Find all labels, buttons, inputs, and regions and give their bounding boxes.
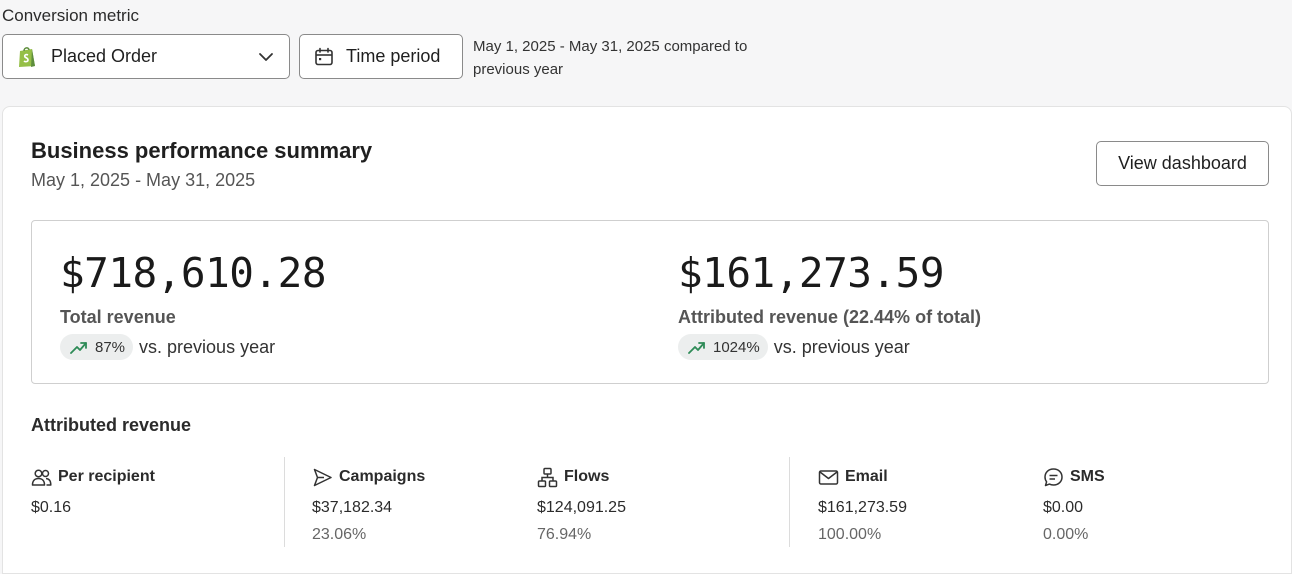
- trend-up-icon: [688, 342, 705, 354]
- conversion-metric-label: Conversion metric: [2, 6, 139, 25]
- trend-up-icon: [70, 342, 87, 354]
- card-date-range: May 1, 2025 - May 31, 2025: [31, 170, 256, 190]
- metric-value: $37,182.34: [312, 499, 393, 516]
- time-period-label: Time period: [346, 46, 441, 66]
- divider: [789, 457, 790, 547]
- view-dashboard-button[interactable]: View dashboard: [1096, 141, 1269, 186]
- attributed-revenue-stat: $161,273.59 Attributed revenue (22.44% o…: [678, 249, 981, 360]
- calendar-icon: [315, 47, 333, 65]
- metric-sms: SMS $0.00 0.00%: [1043, 465, 1105, 544]
- date-range-note: May 1, 2025 - May 31, 2025 compared to p…: [473, 38, 748, 78]
- metric-per-recipient: Per recipient $0.16: [31, 465, 155, 517]
- total-revenue-trend: 87% vs. previous year: [60, 334, 326, 360]
- metric-flows: Flows $124,091.25 76.94%: [537, 465, 626, 544]
- total-revenue-value: $718,610.28: [60, 249, 327, 297]
- metric-value: $161,273.59: [818, 499, 907, 516]
- trend-comparison-text: vs. previous year: [773, 336, 910, 357]
- total-revenue-stat: $718,610.28 Total revenue 87% vs. previo…: [60, 249, 327, 360]
- metric-percent: 76.94%: [537, 526, 592, 543]
- metric-label: Email: [845, 468, 888, 485]
- people-icon: [31, 468, 52, 486]
- conversion-metric-select[interactable]: Placed Order: [2, 34, 290, 79]
- metric-label: Flows: [564, 468, 610, 485]
- filter-bar: Conversion metric Placed Order Time peri…: [0, 0, 1292, 106]
- shopify-icon: [19, 46, 35, 67]
- attributed-revenue-label: Attributed revenue (22.44% of total): [678, 307, 982, 327]
- flow-icon: [537, 467, 558, 487]
- card-title: Business performance summary: [31, 138, 373, 163]
- metric-label: SMS: [1070, 468, 1105, 485]
- metric-label: Campaigns: [339, 468, 426, 485]
- trend-badge: 1024%: [678, 334, 768, 360]
- metric-percent: 23.06%: [312, 526, 367, 543]
- attributed-revenue-trend: 1024% vs. previous year: [678, 334, 981, 360]
- metric-label: Per recipient: [58, 468, 155, 485]
- sms-icon: [1044, 467, 1063, 486]
- mail-icon: [818, 469, 839, 485]
- business-performance-card: Business performance summary May 1, 2025…: [2, 106, 1292, 574]
- revenue-summary-box: $718,610.28 Total revenue 87% vs. previo…: [31, 220, 1269, 384]
- metric-value: $0.00: [1043, 499, 1084, 516]
- time-period-button[interactable]: Time period: [299, 34, 463, 79]
- metric-campaigns: Campaigns $37,182.34 23.06%: [312, 465, 425, 544]
- metric-percent: 100.00%: [818, 526, 882, 543]
- metric-value: $0.16: [31, 499, 72, 516]
- trend-comparison-text: vs. previous year: [139, 336, 276, 357]
- conversion-metric-value: Placed Order: [51, 46, 158, 66]
- send-icon: [313, 468, 332, 486]
- trend-percent: 87%: [95, 338, 126, 356]
- metric-value: $124,091.25: [537, 499, 626, 516]
- metric-email: Email $161,273.59 100.00%: [818, 465, 907, 544]
- metric-percent: 0.00%: [1043, 526, 1089, 543]
- divider: [284, 457, 285, 547]
- trend-percent: 1024%: [713, 338, 760, 356]
- trend-badge: 87%: [60, 334, 134, 360]
- total-revenue-label: Total revenue: [60, 307, 176, 327]
- chevron-down-icon: [259, 52, 273, 61]
- attributed-revenue-heading: Attributed revenue: [31, 415, 192, 435]
- attributed-revenue-value: $161,273.59: [678, 249, 945, 297]
